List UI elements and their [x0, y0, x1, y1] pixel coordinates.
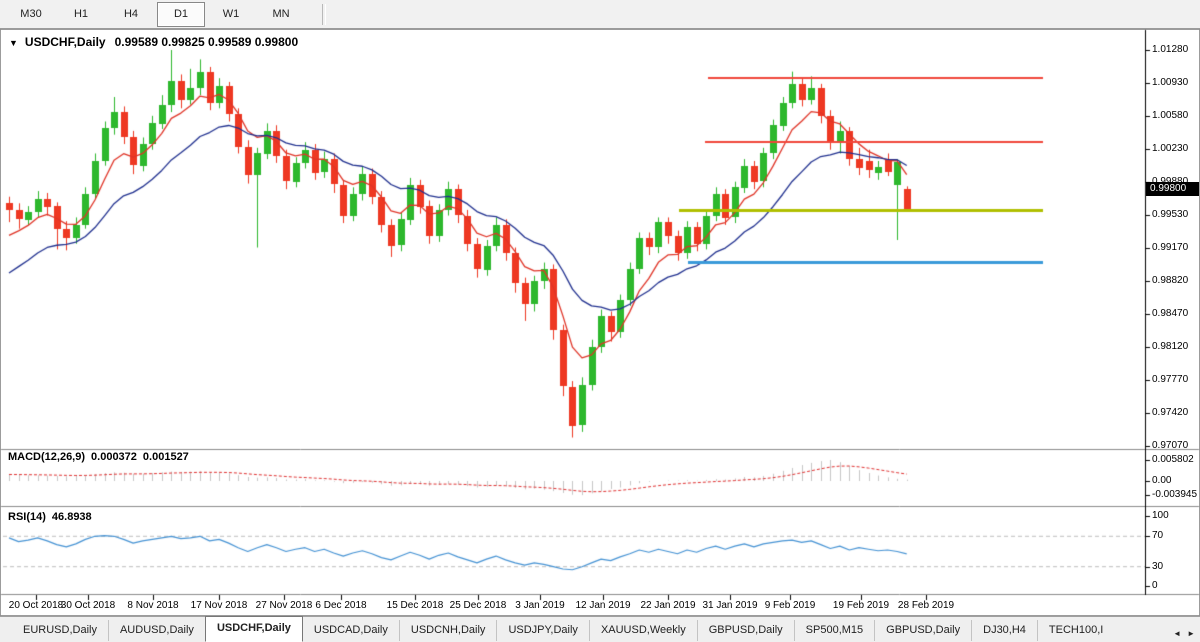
chart-tab-gbpusd-daily[interactable]: GBPUSD,Daily: [874, 620, 971, 641]
rsi-indicator-name: RSI(14): [8, 511, 46, 523]
chart-tab-xauusd-weekly[interactable]: XAUUSD,Weekly: [588, 620, 697, 641]
chart-tab-gbpusd-daily[interactable]: GBPUSD,Daily: [696, 620, 794, 641]
macd-panel-label: MACD(12,26,9) 0.000372 0.001527: [8, 451, 195, 463]
rsi-axis-label: 100: [1152, 510, 1169, 521]
date-axis-label: 8 Nov 2018: [127, 600, 179, 611]
timeframe-button-h1[interactable]: H1: [73, 8, 89, 20]
date-axis-label: 15 Dec 2018: [386, 600, 444, 611]
price-axis-label: 1.00580: [1152, 110, 1189, 121]
date-axis-label: 3 Jan 2019: [515, 600, 565, 611]
timeframe-toolbar: M30 H1 H4 D1 W1 MN: [0, 0, 1200, 29]
price-axis-label: 1.01280: [1152, 44, 1189, 55]
price-axis-label: 0.98120: [1152, 341, 1189, 352]
date-axis-label: 17 Nov 2018: [190, 600, 248, 611]
price-axis-label: 0.98470: [1152, 308, 1189, 319]
symbol-dropdown-icon[interactable]: ▼: [9, 38, 18, 48]
price-axis-label: 0.97770: [1152, 374, 1189, 385]
rsi-panel-label: RSI(14) 46.8938: [8, 511, 98, 523]
date-axis-label: 27 Nov 2018: [255, 600, 313, 611]
chart-window: [0, 29, 1200, 616]
chart-tab-usdcad-daily[interactable]: USDCAD,Daily: [313, 624, 388, 636]
price-axis-label: 0.99880: [1152, 176, 1188, 188]
timeframe-button-w1[interactable]: W1: [222, 8, 240, 20]
chart-tab-usdcnh-daily[interactable]: USDCNH,Daily: [398, 620, 497, 641]
date-axis-label: 22 Jan 2019: [640, 600, 696, 611]
date-axis-label: 12 Jan 2019: [575, 600, 631, 611]
chart-tabs-bar: EURUSD,Daily AUDUSD,Daily USDCHF,Daily USDC…: [0, 616, 1200, 642]
rsi-value: 46.8938: [51, 511, 92, 523]
timeframe-button-mn[interactable]: MN: [272, 8, 290, 20]
price-axis-label: 0.99170: [1152, 242, 1189, 253]
tab-scroll-buttons: ◄ ►: [1173, 629, 1200, 642]
chart-tab-audusd-daily[interactable]: AUDUSD,Daily: [107, 620, 205, 641]
macd-main-value: 0.000372: [91, 451, 137, 463]
chart-tab-dj30-h4[interactable]: DJ30,H4: [971, 620, 1037, 641]
chart-tab-tech100-i[interactable]: TECH100,I: [1036, 620, 1114, 641]
price-axis-label: 0.98820: [1152, 275, 1189, 286]
price-axis-label: 1.00930: [1152, 77, 1189, 88]
chart-plot-area[interactable]: [0, 29, 1200, 616]
timeframe-button-d1[interactable]: D1: [157, 1, 205, 27]
date-axis-label: 30 Oct 2018: [60, 600, 116, 611]
chart-tab-usdjpy-daily[interactable]: USDJPY,Daily: [496, 620, 589, 641]
macd-axis-label: 0.00: [1152, 475, 1172, 486]
date-axis-label: 6 Dec 2018: [315, 600, 367, 611]
macd-axis-label: 0.005802: [1152, 454, 1194, 465]
date-axis-label: 31 Jan 2019: [702, 600, 758, 611]
date-axis-label: 28 Feb 2019: [897, 600, 955, 611]
rsi-axis-label: 0: [1152, 580, 1158, 591]
rsi-axis-label: 70: [1152, 530, 1164, 541]
chart-tab-usdchf-daily[interactable]: USDCHF,Daily: [204, 616, 303, 642]
macd-axis-label: -0.003945: [1152, 489, 1198, 500]
price-axis-label: 0.97420: [1152, 407, 1189, 418]
chart-title: ▼ USDCHF,Daily 0.99589 0.99825 0.99589 0.9…: [9, 35, 298, 49]
timeframe-button-h4[interactable]: H4: [123, 8, 139, 20]
price-axis-label: 0.99530: [1152, 209, 1189, 220]
chart-tab-eurusd-daily[interactable]: EURUSD,Daily: [23, 624, 97, 636]
toolbar-separator: [322, 3, 326, 25]
tab-scroll-left-icon[interactable]: ◄: [1173, 629, 1182, 638]
chart-ohlc-values: 0.99589 0.99825 0.99589 0.99800: [114, 35, 299, 49]
timeframe-button-m30[interactable]: M30: [20, 8, 42, 20]
chart-tab-sp500-m15[interactable]: SP500,M15: [793, 620, 874, 641]
price-axis-label: 0.97070: [1152, 440, 1189, 451]
macd-indicator-name: MACD(12,26,9): [8, 451, 86, 463]
tab-scroll-right-icon[interactable]: ►: [1187, 629, 1195, 638]
date-axis-label: 9 Feb 2019: [764, 600, 816, 611]
price-axis-label: 1.00230: [1152, 143, 1189, 154]
date-axis-label: 19 Feb 2019: [832, 600, 890, 611]
current-price-badge: 0.99800: [1146, 182, 1199, 196]
date-axis-label: 20 Oct 2018: [8, 600, 64, 611]
rsi-axis-label: 30: [1152, 561, 1164, 572]
date-axis-label: 25 Dec 2018: [449, 600, 507, 611]
chart-symbol-label: USDCHF,Daily: [24, 35, 106, 49]
macd-signal-value: 0.001527: [142, 451, 189, 463]
